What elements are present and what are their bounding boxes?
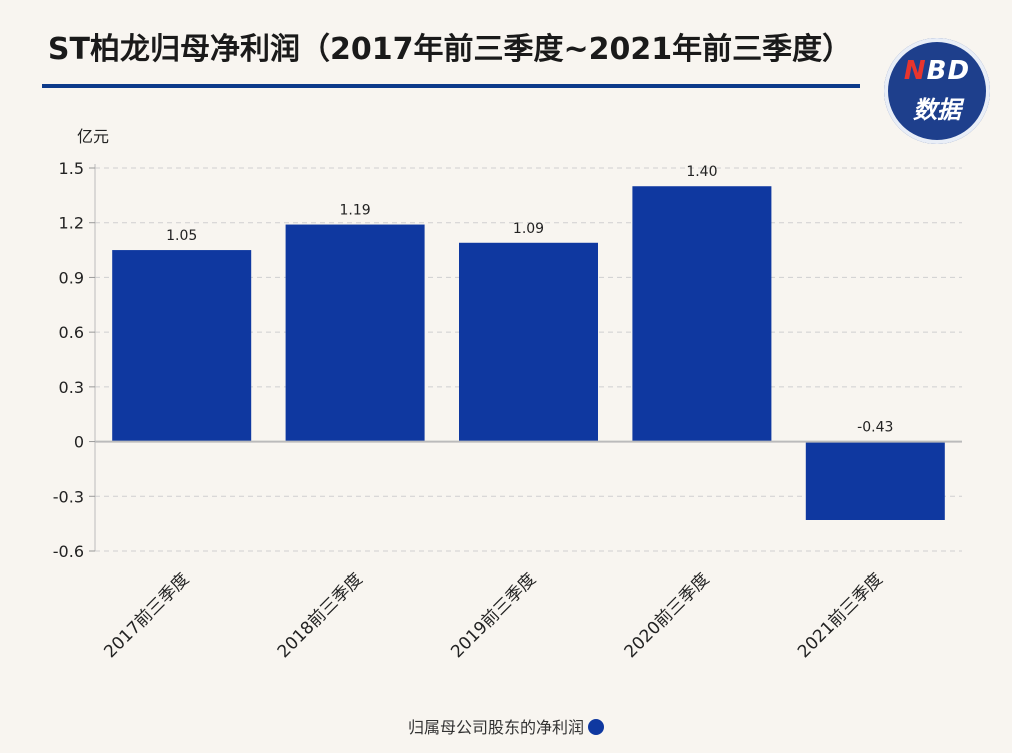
y-tick-label: 0.6 [59, 323, 84, 342]
data-label: 1.19 [340, 203, 371, 219]
y-tick-label: 0.9 [59, 268, 84, 287]
x-tick-label: 2020前三季度 [621, 569, 714, 662]
y-axis-unit: 亿元 [77, 127, 109, 146]
bar [112, 250, 252, 442]
legend-label: 归属母公司股东的净利润 [407, 718, 584, 737]
x-tick-label: 2017前三季度 [100, 569, 193, 662]
logo-text-bottom: 数据 [913, 96, 961, 124]
nbd-logo: NBD 数据 [884, 38, 990, 144]
legend: 归属母公司股东的净利润 [0, 714, 1012, 738]
y-axis: 亿元 1.5 1.2 0.9 0.6 0.3 0 -0.3 -0.6 [53, 127, 109, 561]
y-tick-label: 1.5 [59, 159, 84, 178]
data-labels: 1.05 1.19 1.09 1.40 -0.43 [166, 164, 893, 435]
chart-title: ST柏龙归母净利润（2017年前三季度~2021年前三季度） [47, 32, 853, 67]
y-tick-label: 0 [74, 433, 84, 452]
y-tick-label: -0.6 [53, 542, 84, 561]
bar [459, 242, 598, 442]
data-label: 1.40 [686, 164, 717, 180]
bar [285, 224, 425, 442]
bars [112, 186, 945, 520]
y-tick-label: -0.3 [53, 487, 84, 506]
x-tick-label: 2019前三季度 [447, 569, 540, 662]
data-label: 1.05 [166, 228, 197, 244]
y-tick-label: 1.2 [59, 214, 84, 233]
bar-chart: 亿元1.51.20.90.60.30-0.3-0.6 1.051.191.091… [53, 127, 962, 662]
y-tick-label: 0.3 [59, 378, 84, 397]
data-label: -0.43 [857, 420, 893, 436]
logo-text-top: NBD [903, 56, 971, 86]
data-label: 1.09 [513, 221, 544, 237]
legend-swatch-icon [588, 719, 604, 735]
bar [805, 441, 945, 520]
title-underline [42, 84, 860, 88]
x-tick-label: 2018前三季度 [274, 569, 367, 662]
x-tick-label: 2021前三季度 [794, 569, 887, 662]
bar [632, 186, 772, 442]
